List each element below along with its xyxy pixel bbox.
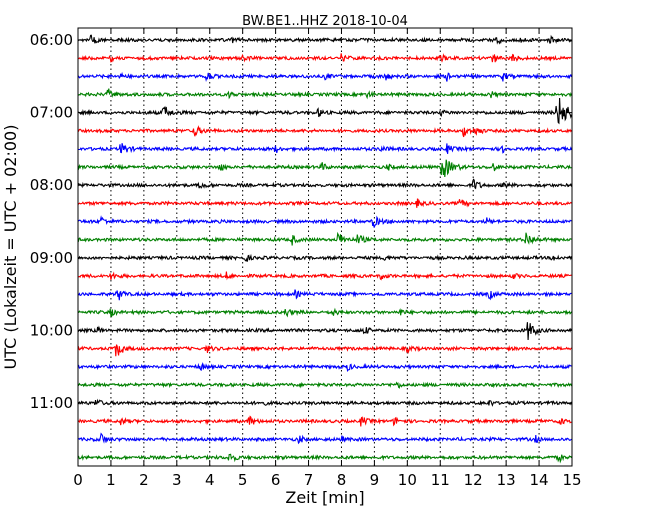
x-tick-label-12: 12 (464, 471, 483, 489)
plot-frame (77, 27, 573, 467)
y-axis-ticks: 06:00 07:00 08:00 09:00 10:00 11:00 (30, 31, 572, 412)
y-tick-label-2: 08:00 (30, 176, 73, 194)
trace-0645 (77, 88, 573, 100)
trace-0745 (77, 159, 572, 177)
grid-lines (110, 28, 540, 466)
trace-0915 (77, 271, 572, 281)
trace-0845 (77, 231, 572, 246)
y-tick-label-3: 09:00 (30, 249, 73, 267)
y-tick-label-0: 06:00 (30, 31, 73, 49)
trace-1015 (77, 344, 572, 357)
x-tick-label-15: 15 (562, 471, 581, 489)
x-tick-label-13: 13 (497, 471, 516, 489)
trace-0730 (77, 143, 573, 154)
trace-0630 (77, 71, 573, 82)
x-tick-label-6: 6 (271, 471, 281, 489)
trace-0715 (77, 125, 572, 138)
y-tick-label-4: 10:00 (30, 321, 73, 339)
x-tick-label-7: 7 (304, 471, 314, 489)
trace-0800 (77, 178, 573, 190)
trace-1115 (77, 415, 572, 427)
trace-0830 (77, 215, 572, 228)
trace-0615 (77, 53, 572, 63)
trace-0900 (77, 253, 573, 262)
trace-0600 (77, 34, 572, 45)
trace-1145 (77, 453, 572, 464)
trace-1045 (77, 381, 573, 389)
trace-1000 (77, 322, 572, 341)
trace-group (77, 34, 573, 464)
x-tick-label-2: 2 (139, 471, 149, 489)
trace-0945 (77, 307, 572, 318)
trace-1100 (77, 398, 573, 407)
x-tick-label-5: 5 (238, 471, 248, 489)
x-tick-label-0: 0 (73, 471, 83, 489)
x-tick-label-10: 10 (398, 471, 417, 489)
trace-0700 (77, 97, 573, 125)
trace-1030 (77, 361, 572, 372)
trace-0930 (77, 289, 572, 301)
x-tick-label-4: 4 (205, 471, 215, 489)
x-tick-label-11: 11 (431, 471, 450, 489)
y-axis-label: UTC (Lokalzeit = UTC + 02:00) (1, 125, 20, 370)
x-tick-label-14: 14 (530, 471, 549, 489)
trace-1130 (77, 432, 572, 445)
x-axis-label: Zeit [min] (285, 488, 364, 507)
x-tick-label-1: 1 (106, 471, 116, 489)
y-tick-label-1: 07:00 (30, 104, 73, 122)
chart-title: BW.BE1..HHZ 2018-10-04 (242, 14, 408, 29)
x-tick-label-8: 8 (337, 471, 347, 489)
x-tick-label-3: 3 (172, 471, 182, 489)
x-axis-ticks: 0 1 2 3 4 5 6 7 8 9 10 11 12 13 14 15 (73, 28, 582, 489)
y-tick-label-5: 11:00 (30, 394, 73, 412)
trace-0815 (77, 198, 572, 208)
x-tick-label-9: 9 (370, 471, 380, 489)
